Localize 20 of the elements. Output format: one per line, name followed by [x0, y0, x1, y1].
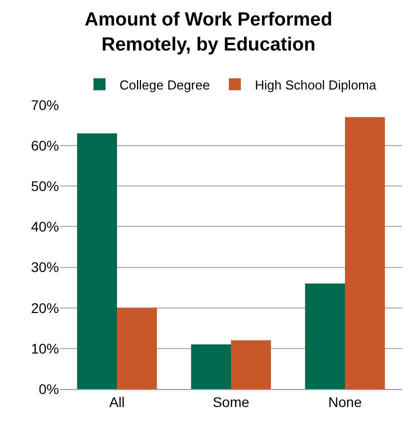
legend-label: High School Diploma	[254, 77, 378, 92]
bar	[77, 133, 117, 389]
x-tick-label: All	[109, 394, 125, 410]
y-tick-label: 0%	[38, 380, 59, 397]
bar	[305, 284, 345, 389]
y-tick-label: 30%	[30, 259, 59, 276]
y-tick-label: 40%	[30, 218, 59, 235]
legend-label: College Degree	[120, 77, 210, 92]
bar	[117, 308, 157, 389]
chart-title: Amount of Work Performed Remotely, by Education	[84, 10, 332, 56]
y-tick-label: 50%	[30, 178, 59, 194]
bar	[231, 340, 271, 389]
bar	[345, 117, 385, 389]
y-tick-label: 20%	[30, 300, 59, 316]
y-tick-label: 70%	[30, 96, 59, 113]
y-tick-label: 60%	[30, 137, 59, 154]
bar	[191, 344, 231, 389]
x-tick-label: Some	[212, 394, 250, 410]
y-tick-label: 10%	[30, 340, 59, 356]
x-tick-label: None	[328, 394, 362, 410]
